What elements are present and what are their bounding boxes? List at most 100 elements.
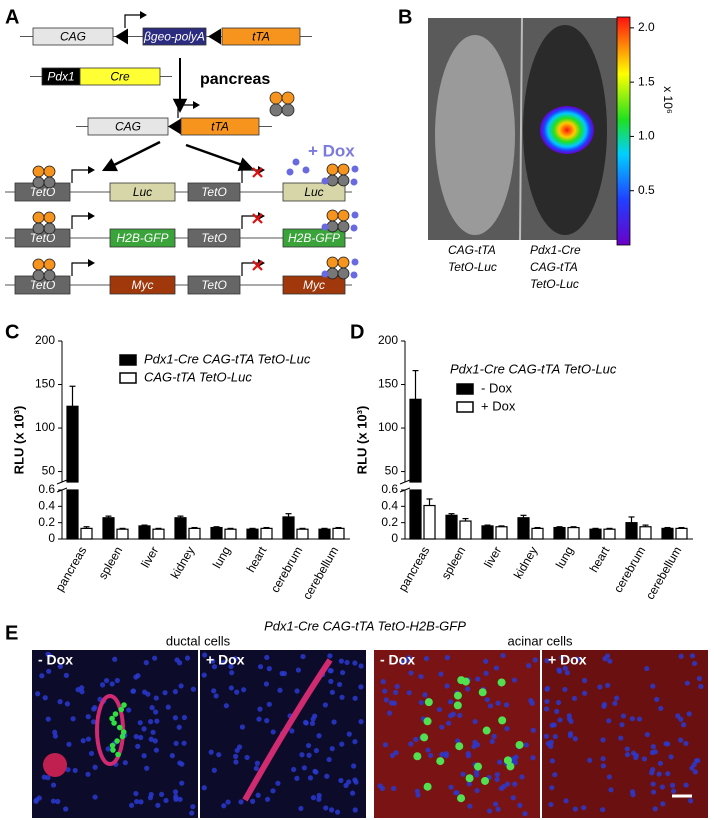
- nucleus: [80, 738, 86, 744]
- nucleus: [141, 753, 147, 759]
- nucleus: [652, 806, 658, 812]
- tta-subunit: [43, 258, 56, 271]
- bar: [639, 526, 652, 540]
- gene-box: [180, 117, 260, 136]
- nucleus: [339, 694, 345, 700]
- dox-label: + Dox: [308, 141, 355, 160]
- nucleus: [650, 781, 656, 787]
- gfp-nucleus: [455, 742, 464, 751]
- nucleus: [404, 657, 410, 663]
- block-cross: [252, 167, 263, 178]
- nucleus: [135, 743, 141, 749]
- nucleus: [147, 795, 153, 801]
- legend-label: Pdx1-Cre CAG-tTA TetO-Luc: [144, 351, 311, 366]
- gfp-nucleus: [420, 733, 429, 742]
- nucleus: [649, 749, 656, 756]
- legend-label: CAG-tTA TetO-Luc: [144, 369, 252, 384]
- y-tick-label: 0.6: [38, 482, 55, 496]
- strain-label: CAG-tTA: [448, 243, 496, 257]
- nucleus: [549, 785, 555, 791]
- legend-swatch: [119, 354, 137, 366]
- bar: [589, 528, 602, 540]
- tta-subunit: [43, 269, 56, 282]
- lox-site: [115, 28, 128, 45]
- nucleus: [153, 747, 159, 753]
- nucleus: [696, 675, 702, 682]
- nucleus: [486, 808, 493, 814]
- y-axis-label: RLU (x 10³): [11, 406, 26, 475]
- nucleus: [99, 682, 106, 688]
- nucleus: [316, 792, 322, 799]
- nucleus: [208, 749, 214, 755]
- tta-subunit: [326, 256, 339, 269]
- nucleus: [216, 752, 222, 758]
- nucleus: [352, 695, 358, 701]
- nucleus: [153, 709, 159, 715]
- nucleus: [57, 663, 63, 670]
- nucleus: [105, 746, 111, 752]
- gene-label: TetO: [201, 185, 227, 199]
- nucleus: [532, 657, 538, 663]
- nucleus: [294, 688, 300, 694]
- nucleus: [530, 727, 536, 733]
- bar: [296, 528, 309, 540]
- y-tick-label: 0.4: [38, 499, 55, 513]
- luminescence-signal: [540, 106, 594, 154]
- gfp-nucleus: [110, 747, 116, 753]
- nucleus: [253, 765, 259, 771]
- nucleus: [439, 724, 445, 730]
- nucleus: [143, 660, 149, 666]
- nucleus: [692, 769, 698, 775]
- nucleus: [530, 755, 536, 761]
- nucleus: [310, 795, 317, 801]
- colorbar: [616, 16, 631, 246]
- nucleus: [564, 670, 570, 676]
- nucleus: [141, 726, 147, 732]
- nucleus: [388, 700, 395, 706]
- nucleus: [606, 774, 613, 780]
- x-tick-label: cerebrum: [268, 544, 305, 595]
- nucleus: [382, 742, 389, 748]
- nucleus: [55, 798, 61, 805]
- bar: [102, 517, 115, 540]
- nucleus: [316, 796, 322, 802]
- nucleus: [351, 763, 357, 769]
- y-tick-label: 0.2: [381, 515, 398, 529]
- promoter-arrow: [241, 262, 258, 276]
- panel-letter: E: [5, 622, 18, 644]
- micrograph: [374, 650, 540, 818]
- nucleus: [264, 718, 270, 724]
- y-tick-label: 50: [42, 464, 56, 478]
- bar: [116, 528, 129, 540]
- nucleus: [112, 656, 118, 662]
- nucleus: [438, 671, 444, 677]
- nucleus: [495, 806, 501, 812]
- image-label: + Dox: [206, 652, 245, 668]
- nucleus: [221, 803, 227, 809]
- nucleus: [423, 655, 430, 662]
- nucleus: [301, 765, 307, 771]
- promoter-head: [140, 11, 147, 19]
- gene-box: [109, 275, 176, 295]
- tta-subunit: [326, 267, 339, 280]
- nucleus: [178, 683, 184, 689]
- nucleus: [450, 711, 456, 717]
- dox-molecule: [351, 211, 359, 219]
- nucleus: [45, 775, 51, 781]
- x-tick-label: liver: [138, 544, 161, 570]
- nucleus: [602, 656, 608, 662]
- nucleus: [225, 799, 231, 805]
- legend-swatch: [456, 401, 474, 413]
- image-label: - Dox: [380, 652, 415, 668]
- nucleus: [233, 753, 239, 759]
- legend-swatch: [456, 383, 474, 395]
- nucleus: [504, 726, 510, 732]
- nucleus: [85, 771, 91, 777]
- gfp-nucleus: [111, 720, 117, 726]
- gene-label: TetO: [30, 231, 56, 245]
- nucleus: [620, 713, 627, 719]
- gfp-nucleus: [424, 698, 433, 707]
- nucleus: [294, 775, 300, 781]
- nucleus: [544, 698, 550, 705]
- nucleus: [571, 695, 578, 702]
